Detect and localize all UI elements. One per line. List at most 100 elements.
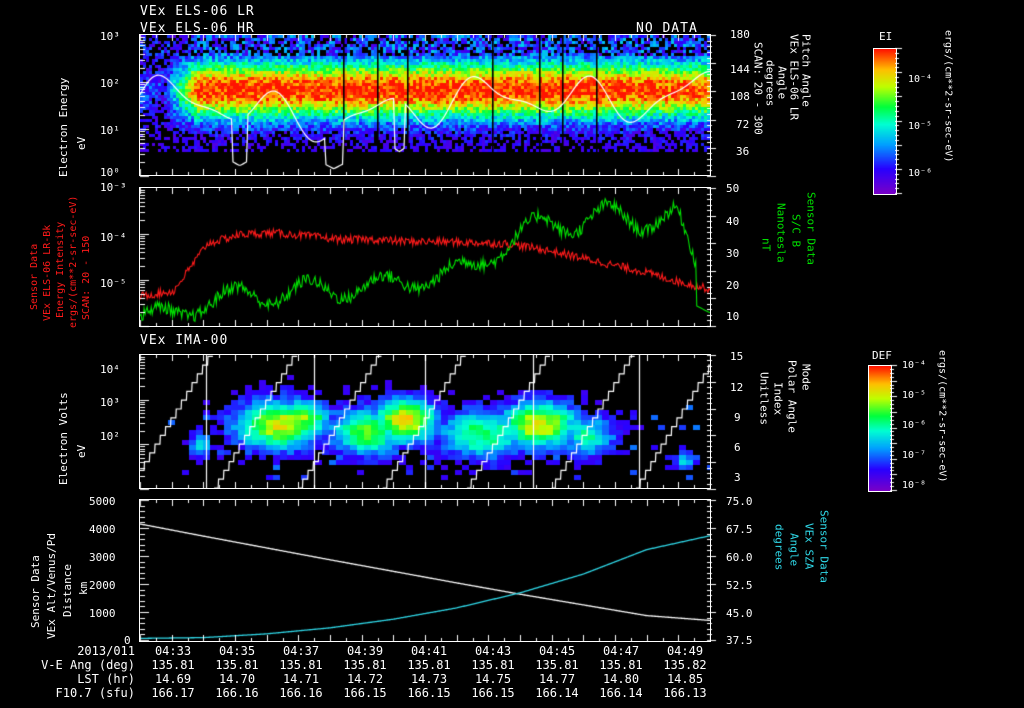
table-cell: 14.77 [538,672,576,686]
colorbar2-name: DEF [872,349,892,362]
table-row: V-E Ang (deg) 135.81 135.81 135.81 135.81 135… [0,658,717,672]
table-cell: 04:39 [346,644,384,658]
colorbar1-tick-1e-5: 10⁻⁵ [908,121,933,132]
panel4-right-label-degrees: degrees [772,524,786,571]
bottom-table: 2013/011 04:33 04:35 04:37 04:39 04:41 04:43 04… [0,644,717,700]
panel1-y-axis-units: eV [75,136,88,150]
table-cell: 166.16 [279,686,323,700]
colorbar1-tick-1e-6: 10⁻⁶ [908,168,933,179]
panel1-rtick-180: 180 [730,28,750,41]
table-cell: 14.85 [666,672,704,686]
table-row-label: 2013/011 [77,644,135,658]
panel3-right-label-index: Index [771,382,785,416]
panel4-right-label-sensor: Sensor Data [817,510,831,583]
panel1-y-axis-label: Electron Energy [57,77,70,177]
panel4-ytick-4000: 4000 [89,523,116,536]
panel2-ytick-1e-4: 10⁻⁴ [100,231,127,244]
panel4-rtick-67: 67.5 [726,523,753,536]
table-cell: 14.80 [602,672,640,686]
panel2-rtick-30: 30 [726,247,740,260]
table-cell: 14.71 [282,672,320,686]
table-cell: 04:35 [218,644,256,658]
panel3-rtick-3: 3 [734,471,741,484]
panel1-no-data-label: NO DATA [636,21,698,36]
table-cell: 135.81 [279,658,323,672]
panel3-rtick-12: 12 [730,381,744,394]
table-row: F10.7 (sfu) 166.17 166.16 166.16 166.15 166.1… [0,686,717,700]
bottom-data-table: 2013/011 04:33 04:35 04:37 04:39 04:41 04:43 04… [0,644,720,700]
table-cell: 166.14 [535,686,579,700]
panel1-ytick-1: 10⁰ [100,166,120,179]
table-cell: 135.81 [535,658,579,672]
table-cell: 166.14 [599,686,643,700]
panel4-ytick-2000: 2000 [89,579,116,592]
panel4-ytick-3000: 3000 [89,551,116,564]
panel2-right-label-nt: nT [759,238,773,252]
table-row-label: LST (hr) [77,672,135,686]
panel4-left-label-sensor: Sensor Data [29,555,42,628]
table-cell: 135.81 [343,658,387,672]
panel3-y-axis-label: Electron Volts [57,392,70,485]
panel4-rtick-37: 37.5 [726,634,753,647]
colorbar2-ticks [890,362,902,494]
table-row: LST (hr) 14.69 14.70 14.71 14.72 14.73 14.75 14… [0,672,717,686]
panel2-left-label-units: ergs/(cm**2-sr-sec-eV) [68,195,79,328]
colorbar1-tick-1e-4: 10⁻⁴ [908,74,933,85]
panel3-right-label-polar-angle: Polar Angle [785,360,799,433]
panel4-rtick-45: 45.0 [726,607,753,620]
table-row: 2013/011 04:33 04:35 04:37 04:39 04:41 04:43 04… [0,644,717,658]
table-cell: 166.16 [215,686,259,700]
panel3-ytick-1e4: 10⁴ [100,363,120,376]
table-cell: 04:49 [666,644,704,658]
table-cell: 04:33 [154,644,192,658]
panel3-ytick-1e2: 10² [100,430,120,443]
panel3-xticks [139,354,711,489]
table-cell: 135.81 [407,658,451,672]
panel3-y-axis-units: eV [75,444,88,458]
panel1-right-label-scan: SCAN: 20 - 300 [751,42,765,135]
table-cell: 14.70 [218,672,256,686]
table-cell: 135.82 [663,658,707,672]
table-cell: 135.81 [215,658,259,672]
panel1-right-label-angle: Angle [775,66,789,100]
panel2-left-label-sensor: Sensor Data [29,243,40,310]
panel1-xticks [139,34,711,176]
panel2-right-label-sensor: Sensor Data [804,192,818,265]
panel4-xticks [139,499,711,642]
table-cell: 166.15 [343,686,387,700]
colorbar1-units: ergs/(cm**2-sr-sec-eV) [942,30,954,163]
table-cell: 04:43 [474,644,512,658]
colorbar1-gradient [873,48,897,195]
panel4-left-label-distance: Distance [61,564,74,617]
table-cell: 135.81 [599,658,643,672]
panel3-axis-ticks-right [706,350,736,495]
table-cell: 166.15 [407,686,451,700]
panel3-right-label-mode: Mode [799,364,813,391]
table-row-label: F10.7 (sfu) [55,686,135,700]
colorbar2-tick-1e-8: 10⁻⁸ [902,480,927,491]
panel1-rtick-108: 108 [730,90,750,103]
table-cell: 04:45 [538,644,576,658]
panel1-rtick-36: 36 [736,145,750,158]
table-cell: 04:37 [282,644,320,658]
panel2-right-label-scb: S/C B [789,214,803,248]
panel3-rtick-6: 6 [734,441,741,454]
panel1-ytick-100: 10² [100,77,120,90]
colorbar2-tick-1e-6: 10⁻⁶ [902,420,927,431]
panel2-rtick-10: 10 [726,310,740,323]
panel1-axis-ticks-right [706,26,736,186]
panel2-ytick-1e-5: 10⁻⁵ [100,277,127,290]
panel2-rtick-20: 20 [726,279,740,292]
panel2-ytick-1e-3: 10⁻³ [100,181,127,194]
panel2-left-label-instrument: VEx ELS-06 LR-Bk [42,224,53,321]
panel1-right-label-sensor: VEx ELS-06 LR [787,34,801,121]
panel4-ytick-1000: 1000 [89,607,116,620]
table-row-label: V-E Ang (deg) [41,658,135,672]
panel4-right-label-sza: VEx SZA [802,523,816,570]
panel3-ytick-1e3: 10³ [100,396,120,409]
colorbar2-tick-1e-5: 10⁻⁵ [902,390,927,401]
panel3-title: VEx IMA-00 [140,333,229,348]
colorbar2-units: ergs/(cm**2-sr-sec-eV) [936,350,948,483]
panel3-rtick-15: 15 [730,350,744,363]
